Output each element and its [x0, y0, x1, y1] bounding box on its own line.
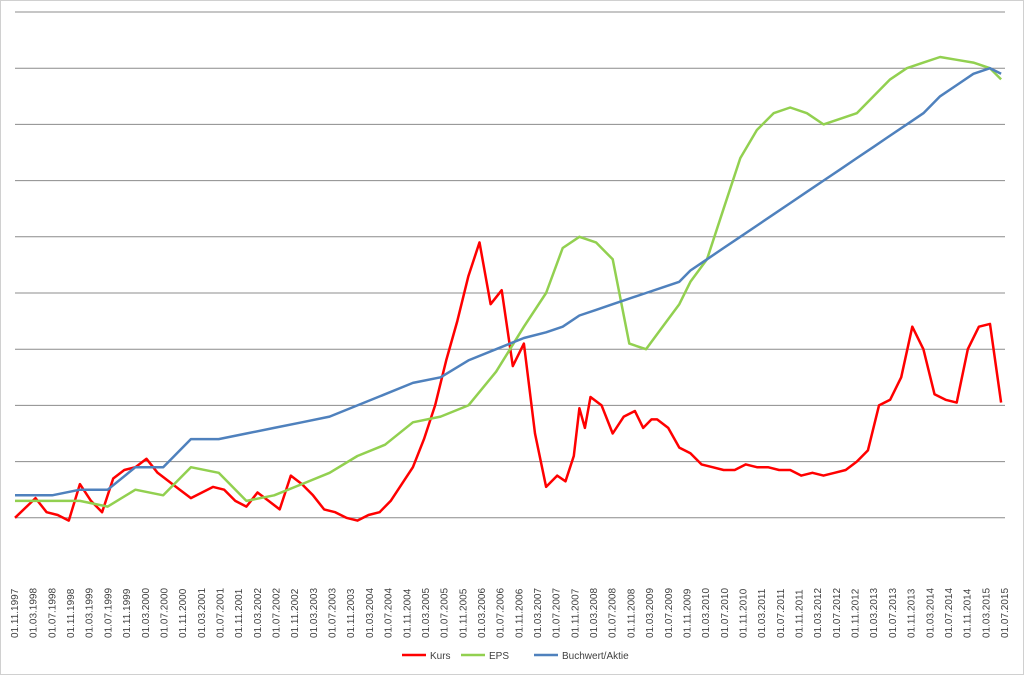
x-tick-label: 01.11.2014: [963, 588, 974, 638]
x-tick-label: 01.07.2008: [608, 588, 619, 638]
x-tick-label: 01.11.2004: [402, 588, 413, 638]
x-tick-label: 01.03.1999: [85, 588, 96, 638]
x-tick-label: 01.11.2010: [738, 588, 749, 638]
x-tick-label: 01.07.2009: [664, 588, 675, 638]
x-tick-label: 01.03.2002: [253, 588, 264, 638]
x-tick-label: 01.03.2001: [197, 588, 208, 638]
gridlines: [15, 11, 1005, 519]
x-tick-label: 01.11.2009: [682, 588, 693, 638]
x-tick-label: 01.07.2006: [496, 588, 507, 638]
x-tick-label: 01.11.2013: [907, 588, 918, 638]
x-tick-label: 01.03.2003: [309, 588, 320, 638]
x-tick-label: 01.07.2010: [720, 588, 731, 638]
x-tick-label: 01.03.2008: [589, 588, 600, 638]
x-tick-label: 01.11.2007: [570, 588, 581, 638]
x-tick-label: 01.03.2012: [813, 588, 824, 638]
x-tick-label: 01.11.2008: [626, 588, 637, 638]
x-tick-label: 01.03.2005: [421, 588, 432, 638]
x-tick-label: 01.11.2006: [514, 588, 525, 638]
legend-label: Buchwert/Aktie: [562, 651, 629, 662]
x-tick-label: 01.03.2009: [645, 588, 656, 638]
x-tick-label: 01.03.1998: [29, 588, 40, 638]
x-tick-label: 01.07.2002: [272, 588, 283, 638]
x-tick-label: 01.07.2012: [832, 588, 843, 638]
x-tick-label: 01.03.2013: [869, 588, 880, 638]
legend-label: EPS: [489, 651, 509, 662]
x-tick-label: 01.11.2000: [178, 588, 189, 638]
x-tick-label: 01.11.1998: [66, 588, 77, 638]
x-tick-label: 01.11.2003: [346, 588, 357, 638]
x-tick-label: 01.07.2005: [440, 588, 451, 638]
x-tick-label: 01.03.2007: [533, 588, 544, 638]
x-tick-label: 01.03.2011: [757, 588, 768, 638]
x-tick-label: 01.11.2002: [290, 588, 301, 638]
x-tick-label: 01.07.1999: [103, 588, 114, 638]
x-tick-label: 01.07.2013: [888, 588, 899, 638]
x-tick-label: 01.03.2000: [141, 588, 152, 638]
x-tick-label: 01.07.2001: [215, 588, 226, 638]
x-axis-tick-labels: 01.11.1997 01.03.1998 01.07.1998 01.11.1998…: [10, 588, 1011, 638]
x-tick-label: 01.03.2014: [925, 588, 936, 638]
x-tick-label: 01.07.2014: [944, 588, 955, 638]
legend: Kurs EPS Buchwert/Aktie: [402, 651, 629, 662]
x-tick-label: 01.11.2011: [795, 589, 806, 638]
x-tick-label: 01.03.2006: [477, 588, 488, 638]
x-tick-label: 01.07.1998: [47, 588, 58, 638]
x-tick-label: 01.03.2015: [981, 588, 992, 638]
series-line-kurs: [14, 241, 1003, 522]
x-tick-label: 01.07.2003: [328, 588, 339, 638]
x-tick-label: 01.07.2004: [384, 588, 395, 638]
x-tick-label: 01.07.2007: [552, 588, 563, 638]
x-tick-label: 01.07.2015: [1000, 588, 1011, 638]
x-tick-label: 01.07.2000: [159, 588, 170, 638]
legend-label: Kurs: [430, 651, 451, 662]
x-tick-label: 01.11.1997: [10, 588, 21, 638]
series-line-buchwert-aktie: [15, 66, 1002, 497]
x-tick-label: 01.11.2005: [458, 588, 469, 638]
series-lines: [14, 55, 1003, 522]
x-tick-label: 01.11.2001: [234, 588, 245, 638]
x-tick-label: 01.03.2010: [701, 588, 712, 638]
x-tick-label: 01.11.1999: [122, 588, 133, 638]
x-tick-label: 01.07.2011: [776, 588, 787, 638]
x-tick-label: 01.03.2004: [365, 588, 376, 638]
x-tick-label: 01.11.2012: [851, 588, 862, 638]
